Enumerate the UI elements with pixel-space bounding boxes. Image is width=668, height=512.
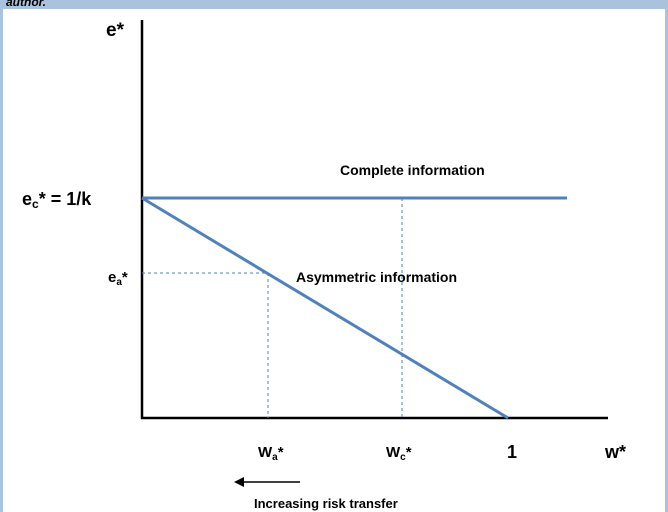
- ec-label: ec* = 1/k: [22, 189, 92, 211]
- x-axis-label: w*: [604, 442, 626, 462]
- ea-label: ea*: [108, 269, 128, 288]
- y-axis-label: e*: [106, 20, 125, 41]
- one-label: 1: [507, 442, 517, 462]
- label-part: *: [406, 444, 412, 461]
- label-part: W: [386, 444, 401, 461]
- label-part: *: [278, 444, 284, 461]
- wc-label: Wc*: [386, 444, 412, 463]
- label-part: W: [258, 444, 273, 461]
- label-part: e: [22, 189, 32, 209]
- label-part: e: [108, 269, 116, 286]
- caption: author.: [6, 0, 46, 9]
- arrow-label: Increasing risk transfer: [254, 496, 398, 511]
- asymmetric-line: [141, 196, 509, 420]
- right-border: [665, 0, 668, 512]
- left-border: [0, 0, 3, 512]
- label-sub: c: [32, 197, 39, 211]
- complete-label: Complete information: [340, 162, 485, 178]
- label-sub: a: [116, 277, 122, 288]
- label-sub: c: [400, 452, 406, 463]
- label-part: * = 1/k: [39, 189, 93, 209]
- header-band: [0, 0, 668, 9]
- wa-label: Wa*: [258, 444, 284, 463]
- arrow-head: [234, 477, 244, 487]
- label-part: *: [122, 269, 128, 286]
- asymmetric-label: Asymmetric information: [296, 269, 457, 285]
- label-sub: a: [272, 452, 278, 463]
